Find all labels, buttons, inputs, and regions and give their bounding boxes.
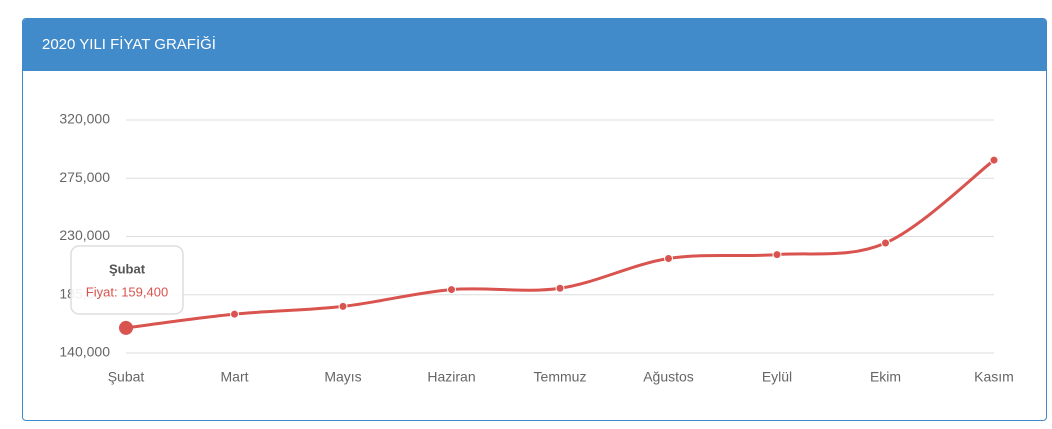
point	[881, 238, 890, 248]
point	[555, 283, 565, 293]
tooltip-box	[70, 245, 184, 315]
x-tick-label: Şubat	[108, 369, 145, 385]
point	[119, 320, 133, 335]
x-tick-label: Haziran	[427, 369, 475, 385]
point	[664, 254, 673, 264]
x-tick-label: Mayıs	[324, 369, 361, 385]
point	[989, 155, 999, 165]
panel: 2020 YILI FİYAT GRAFİĞİ	[22, 18, 1047, 421]
y-tick-label: 275,000	[59, 169, 110, 185]
point	[772, 250, 782, 260]
y-tick-label: 140,000	[59, 344, 110, 360]
x-tick-label: Eylül	[762, 369, 792, 385]
x-tick-label: Temmuz	[534, 369, 587, 385]
x-tick-label: Kasım	[974, 369, 1014, 385]
tooltip-label: Fiyat: 159,400	[86, 284, 168, 299]
x-tick-label: Mart	[221, 369, 249, 385]
point	[447, 285, 456, 295]
panel-title: 2020 YILI FİYAT GRAFİĞİ	[23, 19, 1046, 71]
y-tick-label: 320,000	[59, 111, 110, 127]
tooltip: Şubat Fiyat: 159,400	[70, 245, 184, 315]
line	[125, 158, 995, 330]
point	[338, 301, 348, 311]
x-tick-label: Ağustos	[643, 369, 694, 385]
x-tick-label: Ekim	[870, 369, 901, 385]
point	[230, 309, 239, 319]
tooltip-title: Şubat	[109, 261, 146, 276]
y-tick-label: 230,000	[59, 227, 110, 243]
